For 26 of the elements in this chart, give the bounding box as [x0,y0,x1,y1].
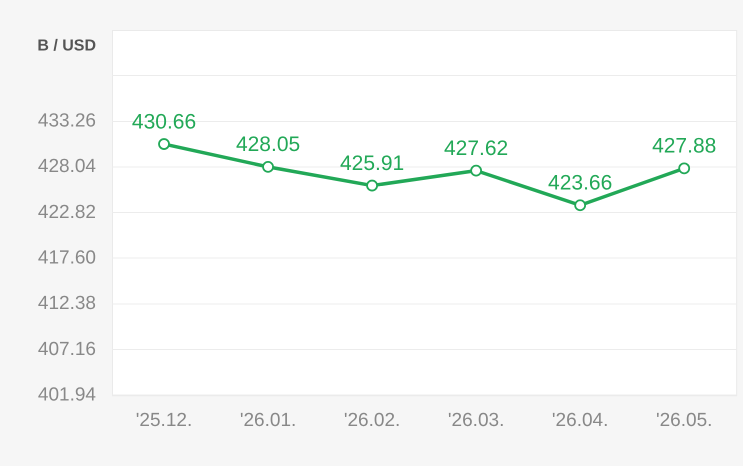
point [470,164,482,177]
y-tick-label: 412.38 [38,293,96,314]
data-label: 428.05 [236,133,300,156]
x-tick-label: '26.03. [448,410,504,431]
data-label: 423.66 [548,172,612,195]
x-tick-label: '26.02. [344,410,400,431]
y-axis-title: B / USD [37,37,96,54]
data-label: 430.66 [132,110,196,134]
x-tick-label: '26.04. [552,410,608,431]
x-tick-label: '25.12. [136,410,192,431]
y-tick-label: 417.60 [38,247,96,268]
data-label: 427.88 [652,134,716,158]
y-tick-label: 422.82 [38,202,96,223]
y-tick-label: 401.94 [38,384,96,406]
data-label: 427.62 [444,136,508,160]
x-tick-label: '26.05. [656,410,712,431]
y-tick-label: 433.26 [38,110,96,132]
data-label: 425.91 [340,152,404,175]
point [574,199,586,212]
point [678,162,690,174]
x-tick-label: '26.01. [240,410,296,431]
y-tick-label: 407.16 [38,338,96,360]
point [262,160,274,173]
y-tick-label: 428.04 [38,156,96,178]
point [366,180,378,192]
point [158,138,170,150]
